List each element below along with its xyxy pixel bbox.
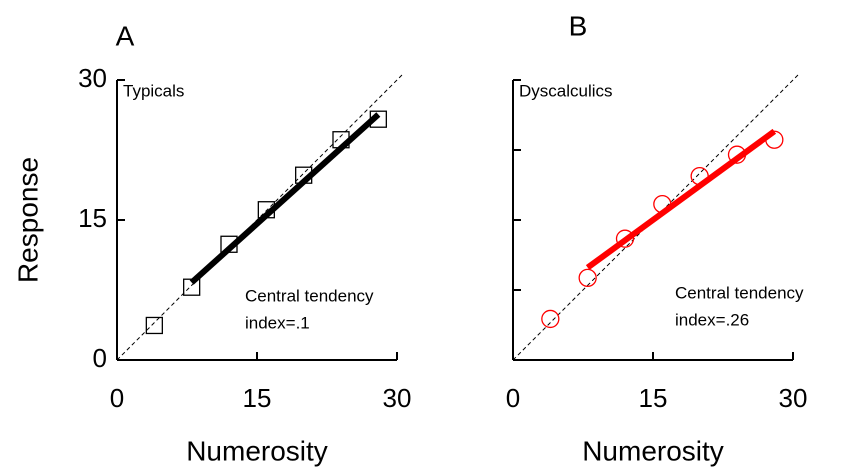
identity-line <box>512 73 800 361</box>
x-axis-label: Numerosity <box>582 435 724 466</box>
x-tick-label: 15 <box>639 383 668 413</box>
identity-line <box>116 73 404 361</box>
point <box>615 229 635 248</box>
annotation: Central tendency <box>675 283 804 302</box>
panel-title: Typicals <box>123 81 184 100</box>
y-tick-label: 15 <box>78 203 107 233</box>
x-tick-label: 30 <box>383 383 412 413</box>
panel-title: Dyscalculics <box>519 81 613 100</box>
y-tick-label: 0 <box>93 343 107 373</box>
point <box>541 309 560 329</box>
annotation: index=.1 <box>245 313 310 332</box>
point <box>145 316 163 335</box>
panel: B Dyscalculics Central tendency index=.26 Nu… <box>506 10 808 466</box>
fit-line <box>189 112 381 285</box>
panel-label: B <box>569 10 588 41</box>
annotation: index=.26 <box>675 310 749 329</box>
panel-label: A <box>116 20 135 51</box>
annotation: Central tendency <box>245 286 374 305</box>
x-axis-label: Numerosity <box>186 435 328 466</box>
y-tick-label: 30 <box>78 63 107 93</box>
y-axis-label: Response <box>12 157 43 283</box>
x-tick-label: 0 <box>506 383 520 413</box>
x-tick-label: 0 <box>110 383 124 413</box>
x-tick-label: 30 <box>779 383 808 413</box>
fit-line <box>585 128 777 271</box>
point <box>578 268 597 288</box>
panel: A Typicals Central tendency index=.1 Numeros… <box>12 20 411 466</box>
x-tick-label: 15 <box>243 383 272 413</box>
